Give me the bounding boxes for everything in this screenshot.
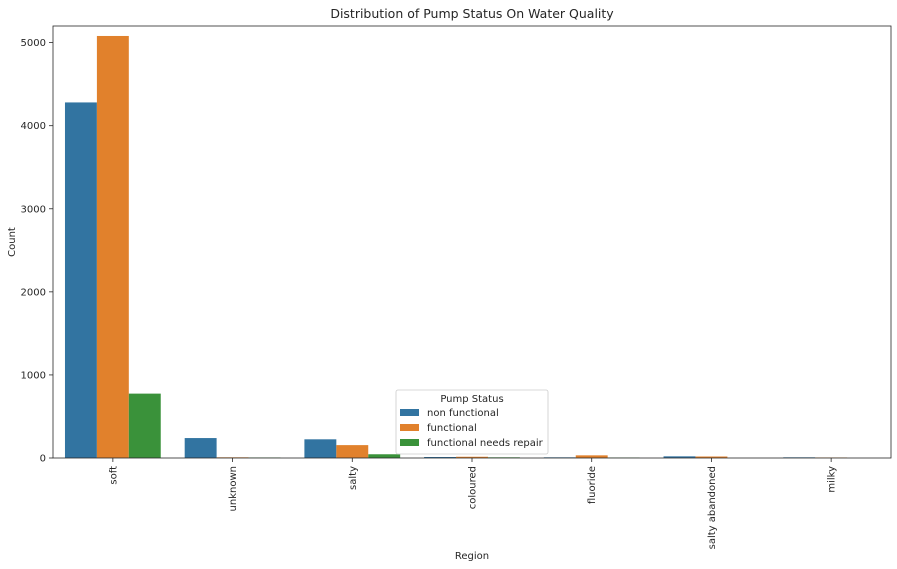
legend-entry-label: non functional bbox=[427, 408, 499, 419]
x-tick-label: unknown bbox=[228, 466, 239, 511]
legend-box bbox=[395, 389, 549, 455]
y-tick-label: 2000 bbox=[21, 287, 46, 298]
chart-title: Distribution of Pump Status On Water Qua… bbox=[330, 6, 614, 21]
bar-functional-salty-abandoned bbox=[695, 456, 728, 458]
legend-swatch bbox=[400, 439, 419, 446]
legend-swatch bbox=[400, 424, 419, 431]
x-tick-label: fluoride bbox=[587, 466, 598, 504]
legend: Pump Status non functional functional funct… bbox=[395, 389, 549, 455]
bar-functional-needs-repair-soft bbox=[128, 393, 161, 458]
x-tick-label: soft bbox=[108, 466, 119, 485]
y-axis: 0 1000 2000 3000 4000 5000 bbox=[21, 38, 53, 465]
legend-entry-label: functional needs repair bbox=[427, 438, 544, 449]
bar-non-functional-salty bbox=[304, 439, 337, 458]
legend-swatch bbox=[400, 409, 419, 416]
bar-non-functional-unknown bbox=[184, 438, 217, 458]
bar-non-functional-coloured bbox=[424, 457, 457, 458]
bar-non-functional-salty-abandoned bbox=[663, 456, 696, 458]
bar-non-functional-soft bbox=[64, 102, 97, 459]
x-tick-label: milky bbox=[827, 466, 838, 493]
y-axis-label: Count bbox=[7, 227, 18, 257]
y-tick-label: 4000 bbox=[21, 121, 46, 132]
y-tick-label: 1000 bbox=[21, 370, 46, 381]
y-tick-label: 3000 bbox=[21, 204, 46, 215]
x-tick-label: coloured bbox=[468, 466, 479, 509]
bar-functional-needs-repair-salty bbox=[368, 454, 401, 458]
y-tick-label: 5000 bbox=[21, 38, 46, 49]
x-tick-label: salty bbox=[348, 466, 359, 490]
bar-functional-soft bbox=[96, 35, 129, 458]
x-tick-label: salty abandoned bbox=[707, 466, 718, 549]
legend-title: Pump Status bbox=[440, 394, 503, 405]
x-axis-label: Region bbox=[455, 551, 489, 562]
legend-entry-label: functional bbox=[427, 423, 477, 434]
x-axis: soft unknown salty coloured fluoride salty ab… bbox=[108, 458, 838, 549]
bar-functional-coloured bbox=[456, 456, 488, 458]
bar-functional-salty bbox=[336, 445, 369, 458]
bars-layer bbox=[64, 35, 848, 459]
y-tick-label: 0 bbox=[40, 454, 46, 465]
bar-functional-fluoride bbox=[575, 455, 608, 458]
